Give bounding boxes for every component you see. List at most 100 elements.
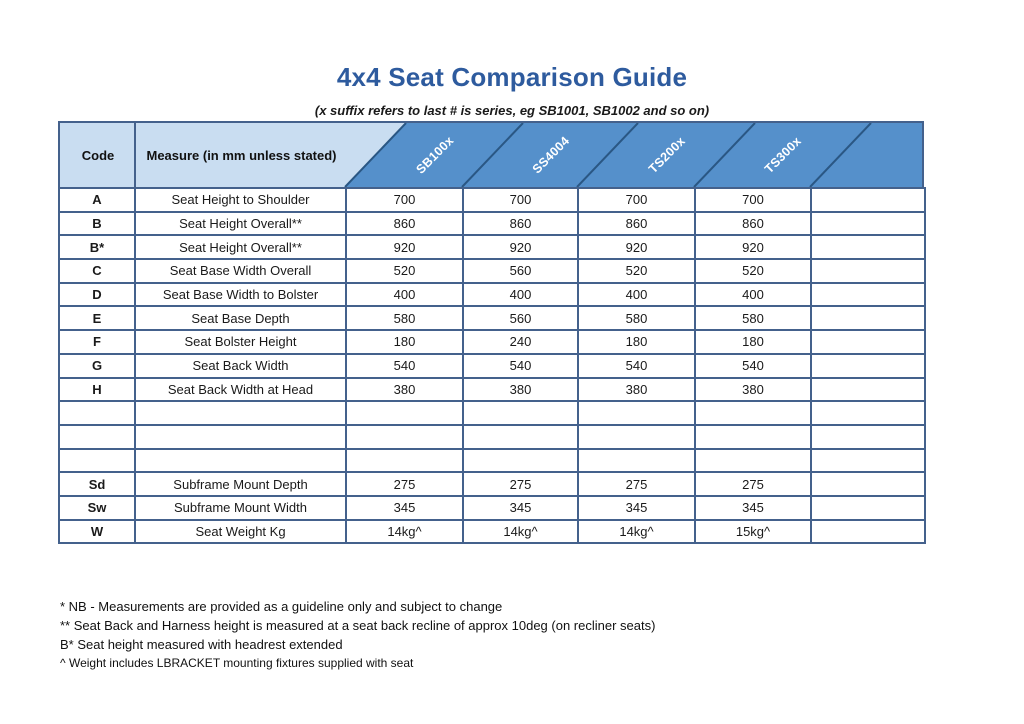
value-cell [810, 471, 926, 497]
value-cell [694, 400, 812, 426]
value-cell: 540 [345, 352, 464, 379]
value-cell: 700 [694, 187, 812, 213]
value-cell [462, 447, 579, 474]
value-cell: 180 [577, 329, 696, 355]
value-cell [810, 305, 926, 332]
code-cell: C [58, 258, 136, 284]
value-cell: 400 [462, 281, 579, 308]
value-cell: 345 [577, 494, 696, 521]
measure-cell: Seat Base Width to Bolster [134, 281, 347, 308]
value-cell: 860 [694, 210, 812, 237]
code-header-cell: Code [81, 147, 115, 163]
table-row [58, 423, 926, 450]
value-cell: 275 [345, 471, 464, 497]
value-cell: 380 [345, 376, 464, 403]
value-cell: 380 [462, 376, 579, 403]
measure-cell: Seat Height to Shoulder [134, 187, 347, 213]
value-cell: 560 [462, 258, 579, 284]
value-cell: 180 [694, 329, 812, 355]
measure-cell: Seat Height Overall** [134, 234, 347, 261]
value-cell: 520 [345, 258, 464, 284]
value-cell: 275 [577, 471, 696, 497]
value-cell: 860 [345, 210, 464, 237]
measure-header-cell: Measure (in mm unless stated) [146, 147, 337, 163]
footnote-guideline: * NB - Measurements are provided as a gu… [60, 599, 503, 614]
table-row: A Seat Height to Shoulder 700 700 700 70… [58, 187, 926, 213]
value-cell [694, 423, 812, 450]
value-cell [462, 400, 579, 426]
code-cell: W [58, 518, 136, 545]
value-cell: 920 [577, 234, 696, 261]
value-cell [577, 400, 696, 426]
code-cell: D [58, 281, 136, 308]
value-cell [810, 518, 926, 545]
value-cell: 700 [462, 187, 579, 213]
value-cell [810, 258, 926, 284]
value-cell [810, 210, 926, 237]
value-cell [810, 494, 926, 521]
footnote-recline: ** Seat Back and Harness height is measu… [60, 618, 656, 633]
value-cell: 380 [694, 376, 812, 403]
value-cell: 540 [462, 352, 579, 379]
value-cell [810, 423, 926, 450]
measure-cell: Seat Weight Kg [134, 518, 347, 545]
value-cell: 920 [694, 234, 812, 261]
measure-cell [134, 423, 347, 450]
table-row: F Seat Bolster Height 180 240 180 180 [58, 329, 926, 355]
table-row: D Seat Base Width to Bolster 400 400 400… [58, 281, 926, 308]
value-cell: 400 [345, 281, 464, 308]
value-cell: 14kg^ [462, 518, 579, 545]
table-row [58, 447, 926, 474]
value-cell: 400 [694, 281, 812, 308]
measure-cell: Subframe Mount Width [134, 494, 347, 521]
value-cell [345, 400, 464, 426]
table-header: Code Measure (in mm unless stated) SB100… [58, 121, 924, 187]
value-cell: 700 [345, 187, 464, 213]
value-cell: 400 [577, 281, 696, 308]
table-row: C Seat Base Width Overall 520 560 520 52… [58, 258, 926, 284]
comparison-table: Code Measure (in mm unless stated) SB100… [58, 121, 926, 545]
value-cell: 14kg^ [345, 518, 464, 545]
value-cell: 345 [462, 494, 579, 521]
value-cell [345, 447, 464, 474]
measure-cell [134, 400, 347, 426]
code-cell [58, 400, 136, 426]
value-cell [810, 400, 926, 426]
code-cell: F [58, 329, 136, 355]
value-cell: 180 [345, 329, 464, 355]
value-cell: 345 [694, 494, 812, 521]
value-cell [462, 423, 579, 450]
value-cell: 14kg^ [577, 518, 696, 545]
value-cell [810, 234, 926, 261]
value-cell: 580 [694, 305, 812, 332]
footnote-weight: ^ Weight includes LBRACKET mounting fixt… [60, 656, 414, 670]
value-cell [810, 376, 926, 403]
table-row: H Seat Back Width at Head 380 380 380 38… [58, 376, 926, 403]
measure-cell: Seat Bolster Height [134, 329, 347, 355]
table-row: B* Seat Height Overall** 920 920 920 920 [58, 234, 926, 261]
table-row: G Seat Back Width 540 540 540 540 [58, 352, 926, 379]
value-cell: 15kg^ [694, 518, 812, 545]
measure-cell: Seat Back Width at Head [134, 376, 347, 403]
header-background [60, 123, 922, 187]
value-cell [577, 447, 696, 474]
value-cell [810, 281, 926, 308]
code-cell: G [58, 352, 136, 379]
table-row: Sd Subframe Mount Depth 275 275 275 275 [58, 471, 926, 497]
value-cell [810, 187, 926, 213]
table-row [58, 400, 926, 426]
measure-cell: Seat Base Width Overall [134, 258, 347, 284]
value-cell: 920 [345, 234, 464, 261]
value-cell: 275 [694, 471, 812, 497]
measure-cell: Subframe Mount Depth [134, 471, 347, 497]
value-cell: 700 [577, 187, 696, 213]
footnotes: * NB - Measurements are provided as a gu… [60, 597, 960, 672]
value-cell: 540 [577, 352, 696, 379]
code-cell [58, 423, 136, 450]
value-cell: 580 [577, 305, 696, 332]
value-cell: 580 [345, 305, 464, 332]
page-subtitle: (x suffix refers to last # is series, eg… [314, 103, 710, 118]
value-cell [694, 447, 812, 474]
code-cell: Sd [58, 471, 136, 497]
value-cell: 860 [577, 210, 696, 237]
